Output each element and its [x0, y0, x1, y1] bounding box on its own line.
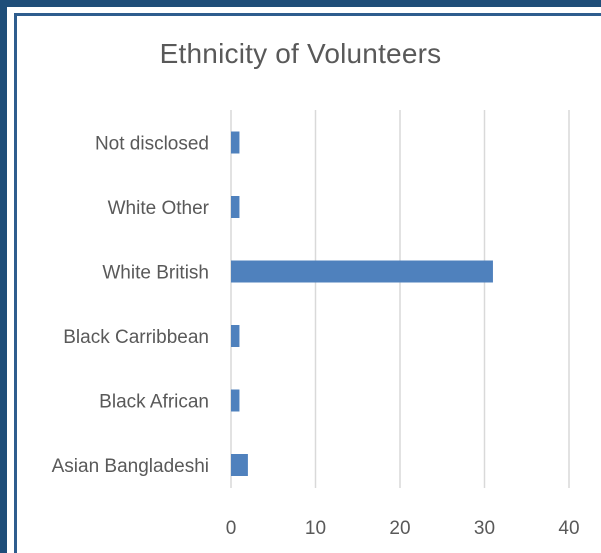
x-tick-label: 0	[226, 518, 237, 539]
x-tick-labels: 0 10 20 30 40	[226, 518, 580, 539]
bar-asian-bangladeshi	[231, 454, 248, 476]
x-tick-label: 20	[389, 518, 410, 539]
bar-white-british	[231, 260, 493, 283]
category-label: Asian Bangladeshi	[52, 456, 209, 477]
category-label: White Other	[108, 198, 210, 219]
bar-black-carribbean	[231, 325, 240, 347]
chart-area	[14, 13, 601, 553]
category-label: Black Carribbean	[63, 327, 209, 348]
category-label: White British	[102, 263, 209, 284]
category-labels: Asian Bangladeshi Black African Black Carr…	[52, 134, 210, 478]
category-label: Black African	[99, 392, 209, 413]
chart-title: Ethnicity of Volunteers	[159, 38, 442, 69]
category-label: Not disclosed	[95, 134, 209, 155]
bar-black-african	[231, 389, 240, 412]
x-tick-label: 10	[305, 518, 326, 539]
x-tick-label: 40	[558, 518, 579, 539]
bar-not-disclosed	[231, 131, 240, 154]
bar-white-other	[231, 196, 240, 218]
gridlines	[230, 110, 570, 488]
x-tick-label: 30	[474, 518, 495, 539]
bars	[231, 131, 493, 476]
